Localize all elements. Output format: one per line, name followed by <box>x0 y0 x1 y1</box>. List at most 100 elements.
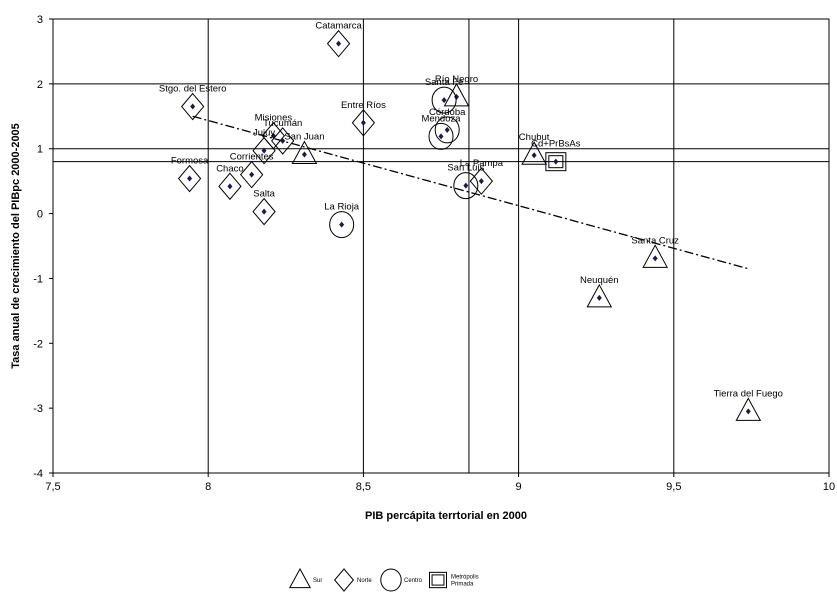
point-marker-jujuy <box>252 136 276 165</box>
plot-area <box>52 18 830 474</box>
point-marker-entre-r-os <box>351 108 376 137</box>
point-label-tierra-del-fuego: Tierra del Fuego <box>714 388 783 399</box>
point-san-luis <box>463 182 469 189</box>
point-marker-neuqu-n <box>586 283 613 308</box>
legend-label-circle: Centro <box>404 578 423 584</box>
y-tick-label-2: 1 <box>37 144 43 156</box>
point-marker-chaco <box>218 172 242 201</box>
legend-marker-square-inner <box>431 574 445 586</box>
point-marker-catamarca <box>326 29 351 58</box>
point-label-la-rioja: La Rioja <box>324 202 360 213</box>
point-neuqu-n <box>596 294 602 301</box>
point-corrientes <box>249 171 255 178</box>
point-formosa <box>187 175 193 182</box>
point-label-cd-prbsas: Cd+PrBsAs <box>531 139 581 150</box>
point-label-catamarca: Catamarca <box>315 21 362 32</box>
point-label-corrientes: Corrientes <box>230 152 274 163</box>
legend-marker-square <box>429 571 447 589</box>
point-marker-tucum-n <box>271 127 295 155</box>
point-marker-santa-fe <box>431 86 457 114</box>
y-tick-label-4: -1 <box>33 273 43 285</box>
legend-marker-circle <box>380 568 402 592</box>
point-stgo-del-estero <box>190 103 196 110</box>
point-label-jujuy: Jujuy <box>253 128 275 139</box>
point-marker-san-luis <box>453 172 479 200</box>
point-label-mendoza: Mendoza <box>421 113 461 124</box>
point-salta <box>261 208 267 215</box>
point-label-neuqu-n: Neuquén <box>580 275 619 286</box>
point-entre-r-os <box>360 119 366 126</box>
legend-label-square-1: Primada <box>451 582 474 588</box>
point-marker-mendoza <box>428 122 454 150</box>
y-tick-label-1: 2 <box>37 79 43 91</box>
y-tick-label-6: -3 <box>33 403 43 415</box>
point-marker-santa-cruz <box>642 244 669 268</box>
point-marker-san-juan <box>291 140 318 165</box>
point-label-santa-fe: Santa Fe <box>425 77 464 88</box>
point-chubut <box>531 152 537 159</box>
point-label-chubut: Chubut <box>519 132 550 143</box>
point-marker-formosa <box>177 164 202 193</box>
point-label-misiones: Misiones <box>255 113 293 124</box>
point-marker-corrientes <box>240 160 264 189</box>
x-tick-label-3: 9 <box>516 481 522 493</box>
point-la-pampa <box>478 178 484 185</box>
point-marker-tierra-del-fuego <box>735 397 762 421</box>
point-label-san-luis: San Luis <box>447 163 484 174</box>
trend-line <box>192 115 749 270</box>
legend-label-square-0: Metrópolis <box>451 575 479 581</box>
point-label-c-rdoba: Córdoba <box>429 107 466 118</box>
plot-frame <box>52 18 830 474</box>
point-label-salta: Salta <box>253 189 275 200</box>
y-tick-label-0: 3 <box>37 14 43 26</box>
point-santa-cruz <box>652 255 658 262</box>
point-label-la-pampa: La Pampa <box>460 158 504 169</box>
point-label-santa-cruz: Santa Cruz <box>631 235 679 246</box>
y-axis-title: Tasa anual de crecimiento del PIBpc 2000… <box>10 123 22 369</box>
legend-marker-triangle <box>288 567 312 589</box>
point-marker-c-rdoba <box>434 116 460 144</box>
point-mendoza <box>438 133 444 140</box>
trend-line-group <box>192 115 749 270</box>
grid-lines <box>53 19 829 473</box>
point-cd-prbsas <box>553 158 559 165</box>
x-tick-label-1: 8 <box>205 481 211 493</box>
legend-marker-square-outer <box>429 571 447 589</box>
point-jujuy <box>261 147 267 154</box>
y-tick-label-5: -2 <box>33 338 43 350</box>
x-tick-label-2: 8,5 <box>356 481 371 493</box>
point-chaco <box>227 183 233 190</box>
x-tick-label-0: 7,5 <box>45 481 60 493</box>
point-marker-salta <box>252 197 276 226</box>
point-san-juan <box>301 151 307 158</box>
point-label-stgo-del-estero: Stgo. del Estero <box>159 84 227 95</box>
point-marker-chubut <box>521 141 547 165</box>
y-tick-label-7: -4 <box>33 468 43 480</box>
point-tierra-del-fuego <box>745 408 751 415</box>
point-label-tucum-n: Tucumán <box>263 118 302 129</box>
point-la-rioja <box>339 221 345 228</box>
x-tick-label-4: 9,5 <box>666 481 681 493</box>
point-marker-stgo-del-estero <box>181 92 205 121</box>
point-label-entre-r-os: Entre Ríos <box>341 100 386 111</box>
point-label-san-juan: San Juan <box>284 132 324 143</box>
point-tucum-n <box>280 137 286 144</box>
point-marker-cd-prbsas-outer <box>545 152 567 172</box>
point-label-formosa: Formosa <box>171 156 209 167</box>
point-catamarca <box>336 40 342 47</box>
point-label-chaco: Chaco <box>216 163 243 174</box>
point-marker-cd-prbsas <box>545 152 567 172</box>
point-marker-r-o-negro <box>443 82 470 107</box>
x-tick-label-5: 10 <box>823 481 835 493</box>
x-axis-title: PIB percápita terrtorial en 2000 <box>365 510 527 522</box>
point-santa-fe <box>441 97 447 104</box>
legend-label-triangle: Sur <box>313 578 322 584</box>
legend-marker-diamond <box>333 568 355 592</box>
point-label-r-o-negro: Río Negro <box>435 74 478 85</box>
legend-label-diamond: Norte <box>357 578 372 584</box>
point-marker-la-rioja <box>329 211 355 239</box>
